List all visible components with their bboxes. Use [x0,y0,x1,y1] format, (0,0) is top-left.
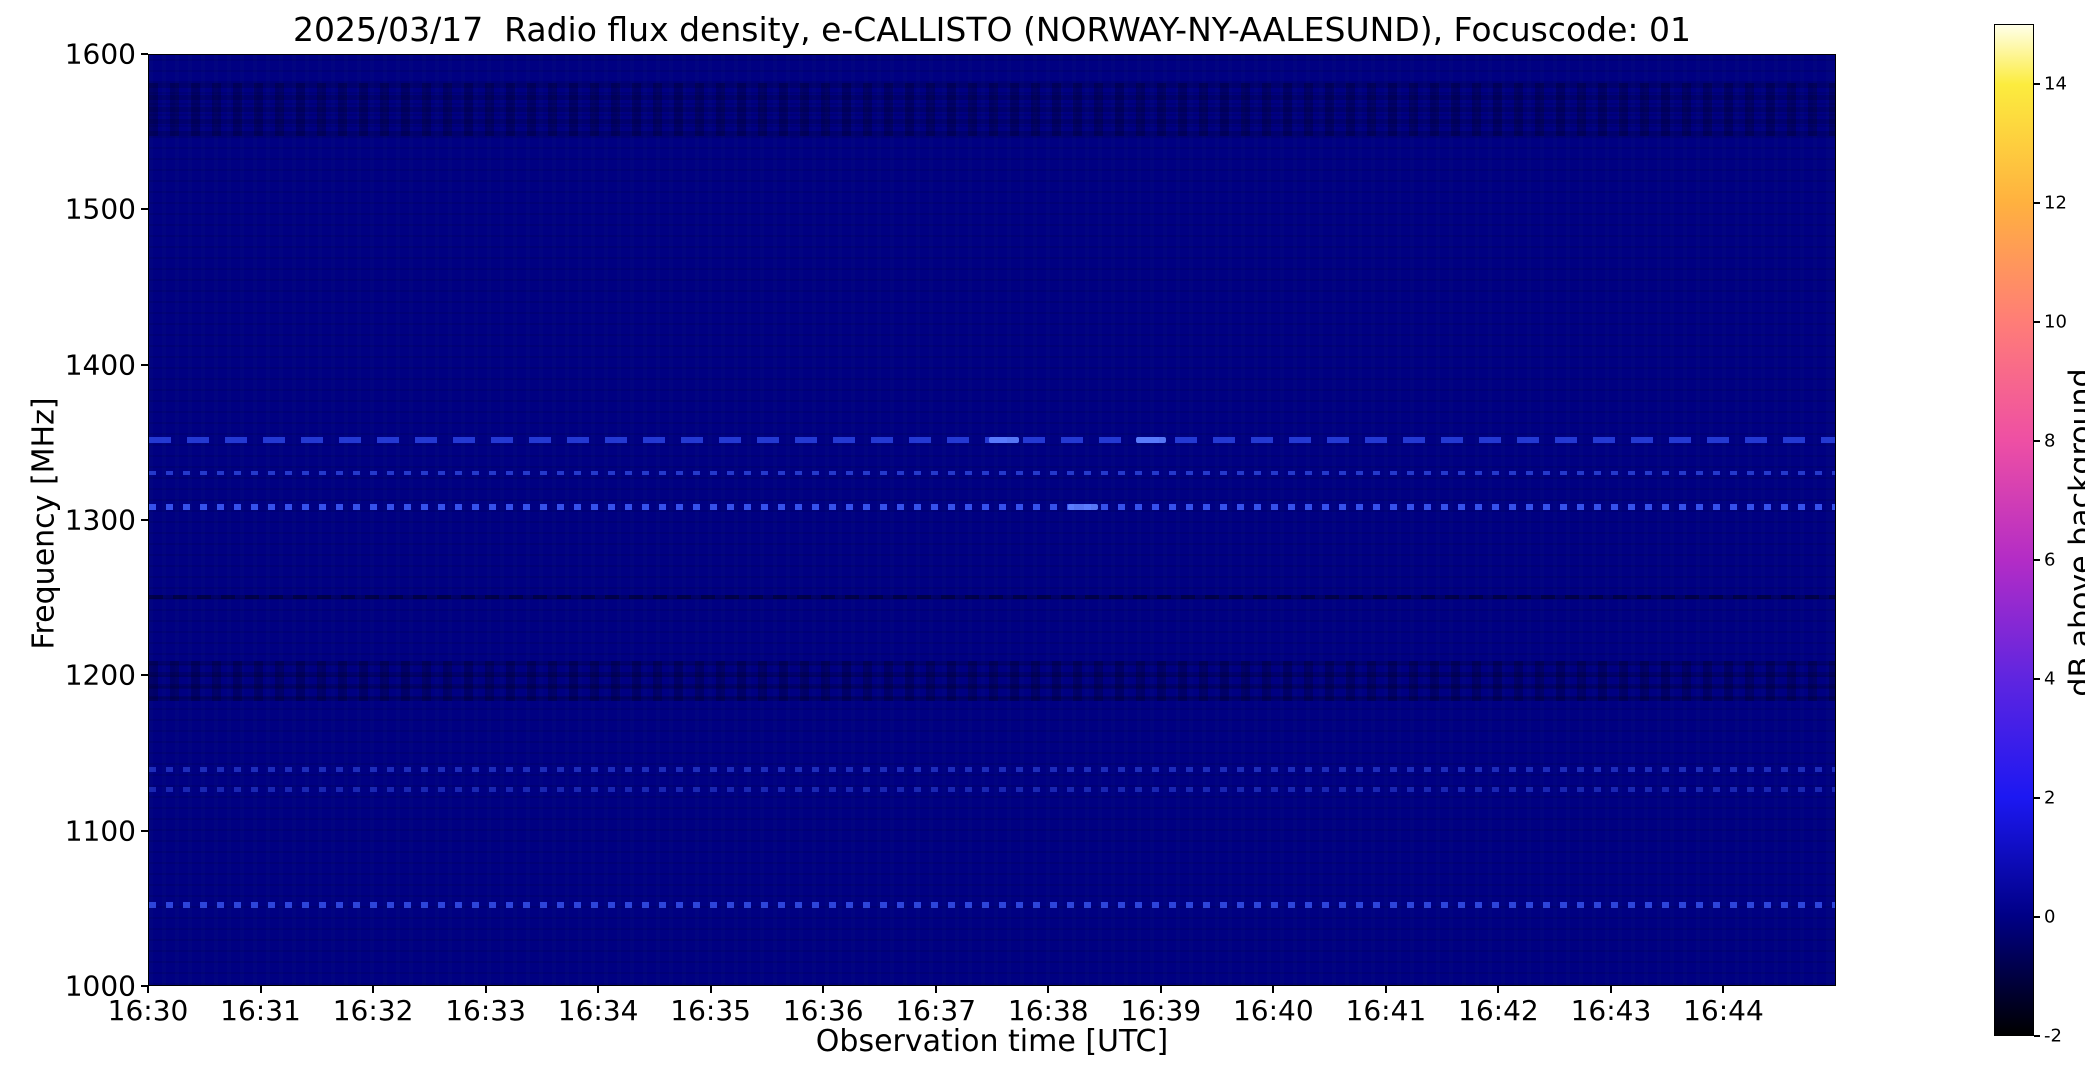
x-tick-mark [597,986,600,993]
y-tick-mark [141,208,148,211]
interference-band [149,901,1835,908]
x-tick-mark [1384,986,1387,993]
colorbar-label: dB above background [2063,368,2085,697]
x-tick-label: 16:32 [332,994,414,1027]
colorbar-tick-label: 8 [2044,430,2056,452]
interference-band [149,787,1835,793]
colorbar-tick-label: 2 [2044,787,2056,809]
y-tick-mark [141,53,148,55]
colorbar-tick-mark [2034,677,2040,680]
interference-band [149,437,1835,444]
colorbar-tick-mark [2034,82,2040,85]
colorbar-tick-label: 6 [2044,549,2056,571]
colorbar-tick-label: 12 [2044,192,2067,214]
colorbar-tick-label: 4 [2044,668,2056,690]
x-tick-label: 16:31 [220,994,301,1027]
x-tick-label: 16:33 [445,994,526,1027]
x-tick-label: 16:43 [1570,994,1652,1027]
x-tick-mark [934,986,937,993]
colorbar-tick-mark [2034,796,2040,799]
x-tick-label: 16:42 [1458,994,1539,1027]
y-tick-label: 1300 [64,503,136,537]
x-tick-label: 16:39 [1120,994,1202,1027]
interference-band [149,82,1835,136]
colorbar-tick-mark [2034,1035,2040,1037]
x-tick-label: 16:38 [1007,994,1089,1027]
y-tick-label: 1500 [64,192,136,226]
x-tick-mark [822,986,825,993]
colorbar [1994,24,2034,1036]
x-tick-label: 16:36 [782,994,864,1027]
x-tick-mark [1497,986,1500,993]
x-tick-label: 16:37 [895,994,977,1027]
x-tick-label: 16:30 [107,994,189,1027]
x-tick-label: 16:40 [1232,994,1314,1027]
interference-band [149,470,1835,476]
y-tick-mark [141,985,148,987]
x-axis-label: Observation time [UTC] [815,1024,1169,1059]
y-tick-label: 1400 [64,348,136,382]
x-tick-label: 16:44 [1683,994,1764,1027]
y-tick-label: 1600 [64,37,136,71]
colorbar-tick-mark [2034,201,2040,204]
colorbar-tick-label: 0 [2044,906,2056,928]
y-tick-mark [141,363,148,366]
colorbar-tick-mark [2034,558,2040,561]
x-tick-mark [147,986,149,993]
y-tick-label: 1100 [64,814,136,848]
colorbar-tick-label: -2 [2044,1025,2062,1047]
y-tick-label: 1200 [64,658,136,692]
interference-band [149,767,1835,772]
x-tick-mark [1722,986,1725,993]
chart-title: 2025/03/17 Radio flux density, e-CALLIST… [292,10,1691,49]
interference-band [149,660,1835,702]
colorbar-tick-label: 14 [2044,73,2067,95]
colorbar-tick-mark [2034,915,2040,918]
interference-band [149,503,1835,511]
colorbar-tick-label: 10 [2044,311,2067,333]
x-tick-mark [1272,986,1275,993]
interference-band [149,594,1835,600]
colorbar-tick-mark [2034,439,2040,442]
bright-hotspot [1068,504,1099,511]
colorbar-tick-mark [2034,320,2040,323]
spectrogram-plot [148,54,1836,986]
x-tick-label: 16:41 [1345,994,1427,1027]
y-tick-mark [141,829,148,832]
y-tick-mark [141,674,148,677]
x-tick-mark [1047,986,1050,993]
y-tick-label: 1000 [64,969,136,1003]
bright-hotspot [989,437,1020,444]
y-tick-mark [141,519,148,521]
x-tick-mark [484,986,487,993]
bright-hotspot [1135,437,1166,444]
x-tick-mark [1159,986,1162,993]
x-tick-mark [372,986,375,993]
x-tick-label: 16:34 [557,994,639,1027]
x-tick-mark [1609,986,1612,993]
x-tick-mark [709,986,712,993]
x-tick-label: 16:35 [670,994,751,1027]
noise-texture [149,55,1835,985]
x-tick-mark [259,986,262,993]
